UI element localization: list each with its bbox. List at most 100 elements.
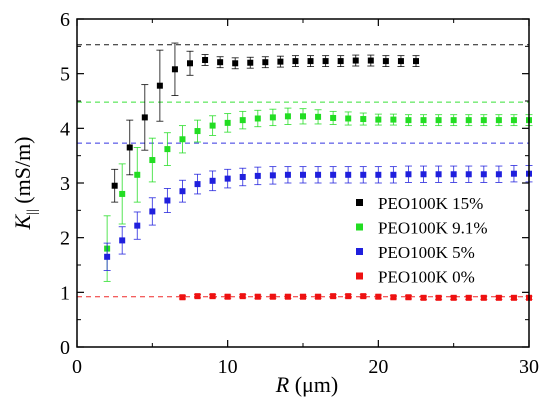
data-point xyxy=(322,58,329,65)
data-point xyxy=(435,294,442,301)
data-point xyxy=(375,293,382,300)
data-point xyxy=(480,294,487,301)
data-point xyxy=(111,182,118,189)
data-point xyxy=(224,175,231,182)
data-point xyxy=(480,117,487,124)
data-point xyxy=(156,82,163,89)
series-3 xyxy=(178,293,533,301)
data-point xyxy=(284,113,291,120)
data-point xyxy=(390,294,397,301)
data-point xyxy=(345,293,352,300)
data-point xyxy=(480,171,487,178)
data-point xyxy=(330,171,337,178)
data-point xyxy=(224,293,231,300)
data-point xyxy=(247,59,254,66)
data-point xyxy=(360,171,367,178)
data-point xyxy=(450,117,457,124)
data-point xyxy=(239,293,246,300)
x-axis-symbol: R xyxy=(275,372,290,397)
data-point xyxy=(179,136,186,143)
data-point xyxy=(510,170,517,177)
data-point xyxy=(284,293,291,300)
data-point xyxy=(465,294,472,301)
data-point xyxy=(405,117,412,124)
data-point xyxy=(495,294,502,301)
data-point xyxy=(202,57,209,63)
data-point xyxy=(134,171,141,178)
data-point xyxy=(149,157,156,164)
data-point xyxy=(405,294,412,301)
data-point xyxy=(330,114,337,121)
data-point xyxy=(510,117,517,124)
data-point xyxy=(465,171,472,178)
data-point xyxy=(382,58,389,65)
plot-frame xyxy=(76,18,530,348)
y-tick-label: 4 xyxy=(60,118,70,140)
data-point xyxy=(269,172,276,179)
x-axis-title: R (μm) xyxy=(275,372,339,397)
data-point xyxy=(300,171,306,178)
legend-marker xyxy=(356,272,363,280)
data-point xyxy=(307,58,314,65)
series-2 xyxy=(103,165,533,271)
data-point xyxy=(495,117,502,124)
data-point xyxy=(269,293,276,300)
data-point xyxy=(209,122,216,129)
y-axis-subscript: || xyxy=(25,209,40,215)
data-point xyxy=(171,66,178,73)
y-tick-label: 2 xyxy=(60,228,70,250)
data-point xyxy=(345,171,352,178)
data-point xyxy=(141,114,148,121)
data-point xyxy=(315,171,322,178)
tick-labels: 0 10 20 30 0 1 2 3 4 5 6 xyxy=(60,9,539,378)
y-tick-label: 3 xyxy=(60,173,70,195)
series-1 xyxy=(103,107,533,282)
data-point xyxy=(315,293,322,300)
data-point xyxy=(345,115,352,122)
data-point xyxy=(209,177,216,184)
legend-marker xyxy=(356,223,363,231)
data-point xyxy=(194,128,201,135)
data-point xyxy=(450,294,457,301)
data-point xyxy=(209,293,216,300)
y-tick-label: 5 xyxy=(60,64,70,86)
legend-marker xyxy=(356,248,363,255)
data-point xyxy=(315,113,322,120)
data-point xyxy=(224,119,231,126)
data-point xyxy=(292,58,299,65)
data-point xyxy=(277,58,284,65)
x-tick-label: 0 xyxy=(72,356,82,378)
data-point xyxy=(164,197,171,204)
legend-label: PEO100K 9.1% xyxy=(378,219,488,238)
data-point xyxy=(254,115,261,122)
data-point xyxy=(375,116,382,123)
data-point xyxy=(104,253,111,260)
legend-label: PEO100K 5% xyxy=(378,243,475,262)
legend-label: PEO100K 15% xyxy=(378,194,483,213)
data-point xyxy=(134,222,141,229)
data-point xyxy=(420,294,427,301)
data-point xyxy=(337,58,344,65)
data-point xyxy=(330,293,337,300)
data-point xyxy=(284,171,291,178)
data-point xyxy=(450,171,457,178)
legend-label: PEO100K 0% xyxy=(378,268,475,287)
y-tick-label: 0 xyxy=(60,337,70,359)
data-point xyxy=(435,117,442,124)
data-point xyxy=(164,146,171,153)
data-point xyxy=(119,237,126,244)
data-point xyxy=(194,181,201,188)
data-point xyxy=(262,59,269,66)
x-tick-label: 20 xyxy=(368,356,388,378)
data-series xyxy=(103,42,533,301)
data-point xyxy=(420,117,427,124)
data-point xyxy=(375,171,382,178)
data-point xyxy=(397,58,404,65)
data-point xyxy=(390,116,397,123)
y-axis-title: K|| (mS/m) xyxy=(10,136,40,230)
data-point xyxy=(390,171,397,178)
data-point xyxy=(360,116,367,123)
x-tick-label: 10 xyxy=(218,356,238,378)
data-point xyxy=(405,171,412,178)
